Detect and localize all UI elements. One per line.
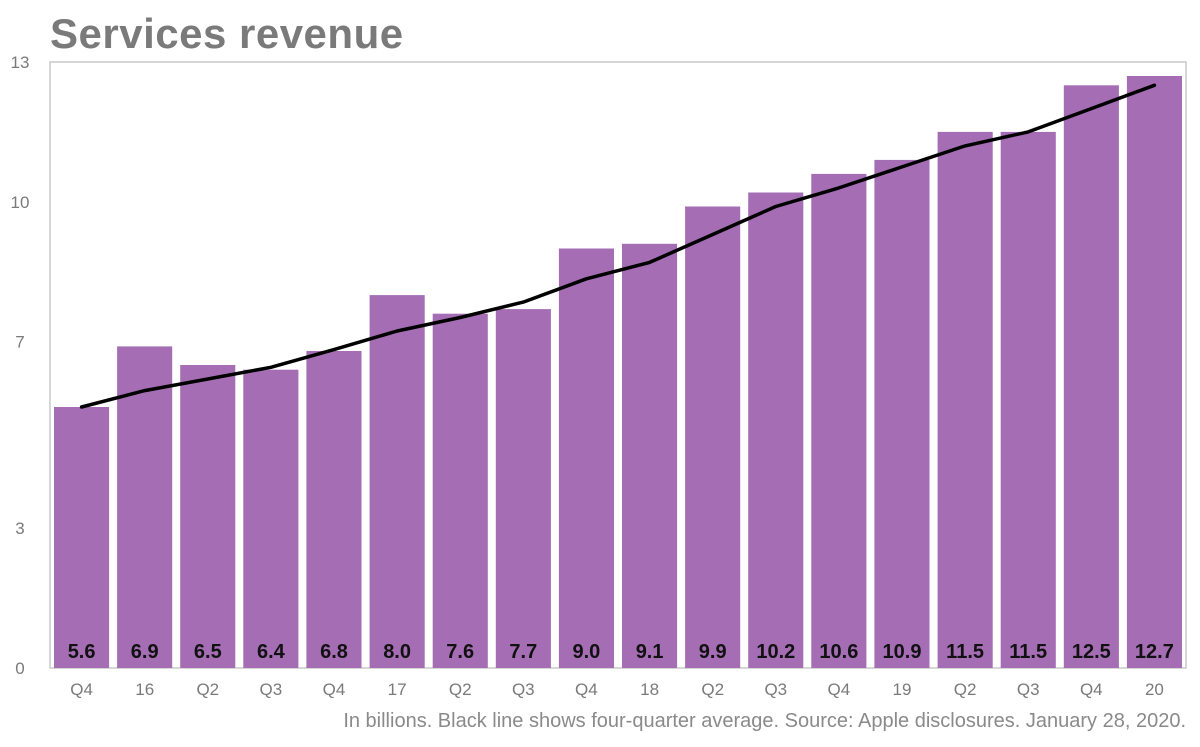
- bar: [306, 351, 362, 668]
- x-tick-label: 20: [1145, 680, 1164, 699]
- x-tick-label: Q4: [70, 680, 93, 699]
- x-tick-label: Q2: [954, 680, 977, 699]
- y-tick-label: 0: [15, 659, 24, 678]
- y-tick-label: 7: [15, 333, 24, 352]
- bar: [369, 295, 425, 668]
- bar-value-label: 9.0: [572, 641, 600, 663]
- bar: [180, 365, 236, 668]
- bar: [748, 192, 804, 668]
- bar-value-label: 10.2: [756, 641, 795, 663]
- bar-value-label: 10.9: [883, 641, 922, 663]
- bar: [495, 309, 551, 668]
- x-tick-label: Q2: [449, 680, 472, 699]
- y-tick-label: 10: [11, 193, 30, 212]
- bar: [685, 206, 741, 668]
- x-tick-label: Q4: [1080, 680, 1103, 699]
- y-tick-label: 13: [11, 53, 30, 72]
- x-tick-label: Q4: [323, 680, 346, 699]
- bar: [1000, 131, 1056, 668]
- bar: [874, 159, 930, 668]
- x-tick-label: 18: [640, 680, 659, 699]
- x-tick-label: Q3: [764, 680, 787, 699]
- x-tick-label: 19: [893, 680, 912, 699]
- bar-value-label: 9.9: [699, 641, 727, 663]
- x-tick-label: 17: [388, 680, 407, 699]
- chart-footnote: In billions. Black line shows four-quart…: [343, 710, 1186, 732]
- bar-value-label: 7.7: [509, 641, 537, 663]
- bar-value-label: 6.4: [257, 641, 286, 663]
- bar-value-label: 10.6: [819, 641, 858, 663]
- x-tick-label: Q3: [512, 680, 535, 699]
- bar-value-label: 11.5: [946, 641, 984, 663]
- bar: [558, 248, 614, 668]
- x-tick-label: Q2: [701, 680, 724, 699]
- bar: [1063, 85, 1119, 669]
- bar: [117, 346, 173, 668]
- bar-value-label: 6.8: [320, 641, 348, 663]
- bar-value-label: 12.7: [1135, 641, 1174, 663]
- chart-title: Services revenue: [50, 10, 404, 57]
- bar: [622, 243, 678, 669]
- x-tick-label: Q4: [575, 680, 598, 699]
- bar: [243, 369, 299, 668]
- x-tick-label: Q4: [828, 680, 851, 699]
- bar: [54, 407, 110, 668]
- bar-value-label: 5.6: [68, 641, 96, 663]
- bar: [937, 131, 993, 668]
- bar: [432, 313, 488, 668]
- x-tick-label: 16: [135, 680, 154, 699]
- bar-value-label: 6.9: [131, 641, 159, 663]
- x-tick-label: Q2: [196, 680, 219, 699]
- y-tick-label: 3: [15, 519, 24, 538]
- bar-value-label: 6.5: [194, 641, 222, 663]
- bar-value-label: 11.5: [1009, 641, 1047, 663]
- bar-value-label: 12.5: [1072, 641, 1111, 663]
- plot-frame: [49, 61, 1187, 669]
- four-quarter-average-line: [79, 83, 1157, 409]
- bar-value-label: 7.6: [446, 641, 474, 663]
- bar-value-label: 8.0: [383, 641, 411, 663]
- x-tick-label: Q3: [1017, 680, 1040, 699]
- bar: [811, 173, 867, 668]
- x-tick-label: Q3: [260, 680, 283, 699]
- bar-value-label: 9.1: [636, 641, 664, 663]
- bar: [1126, 76, 1182, 668]
